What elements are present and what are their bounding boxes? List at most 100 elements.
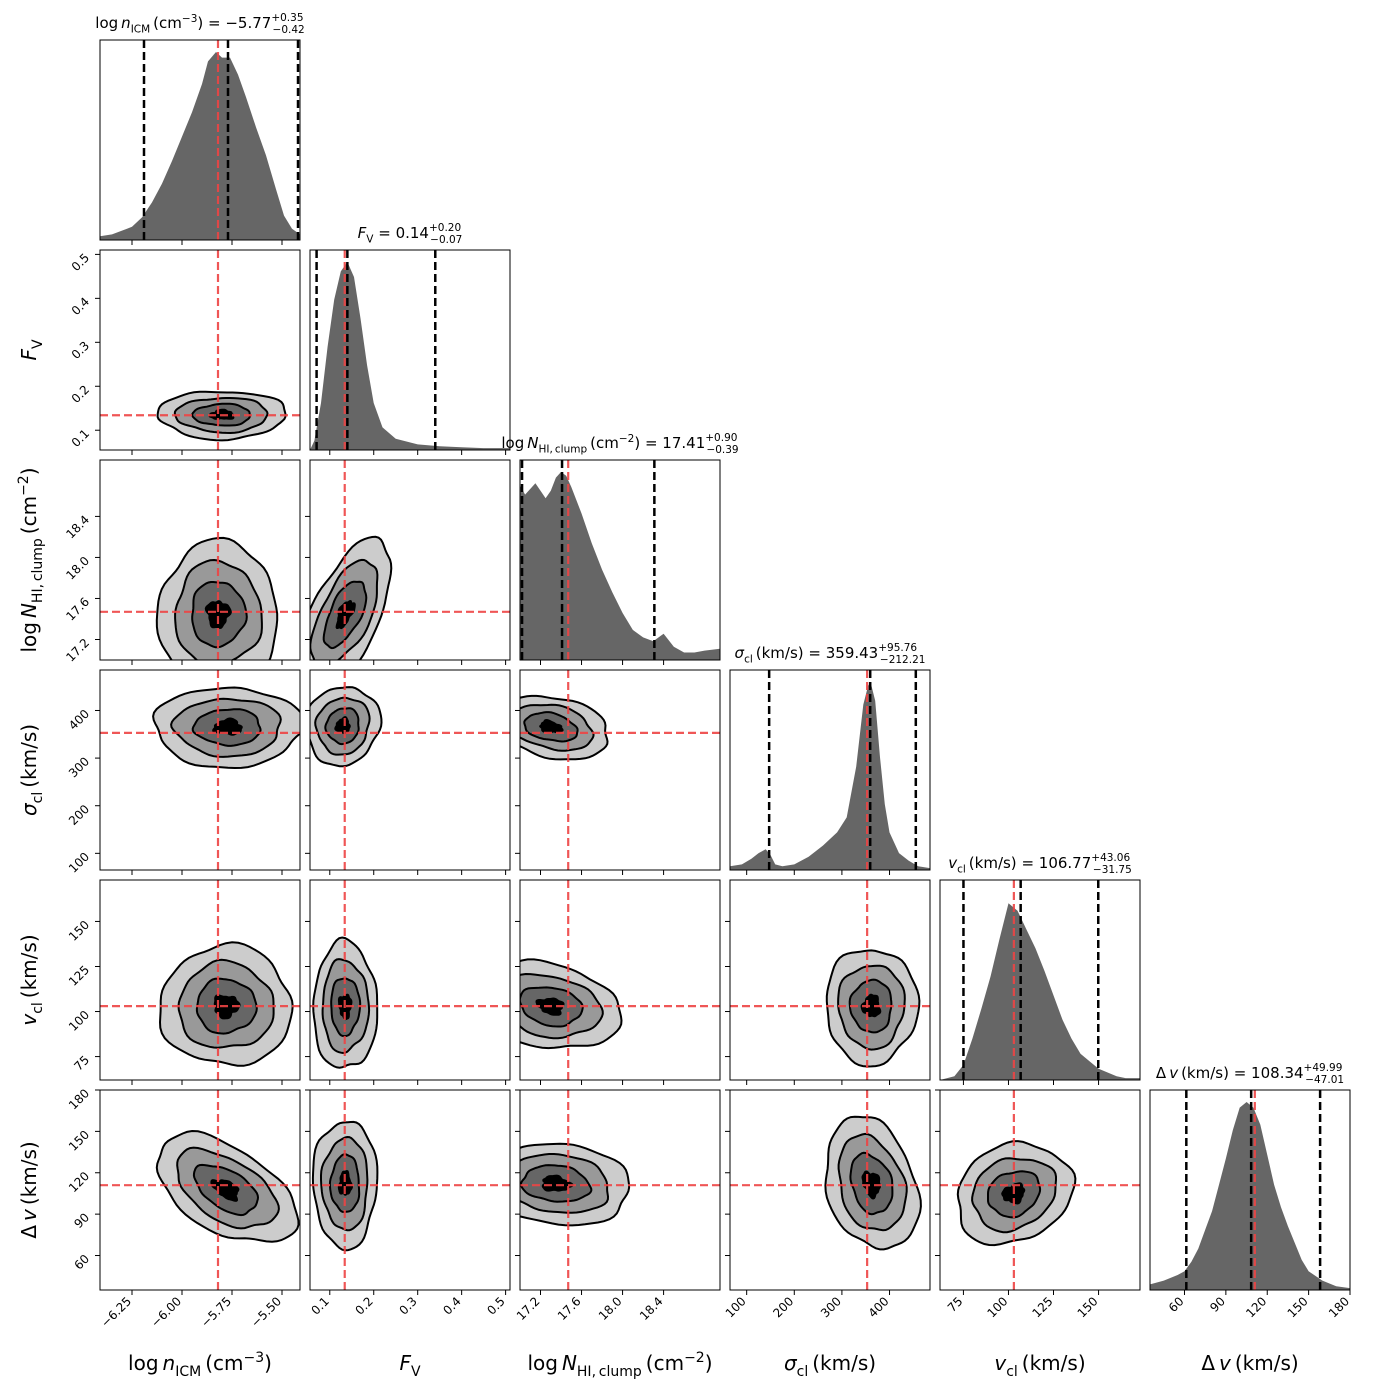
x-axis-label-sigma_cl: σcl (km/s) <box>784 1351 876 1380</box>
x-tick-label: 0.5 <box>484 1294 507 1317</box>
panel-frame <box>99 1089 301 1291</box>
x-tick-label: 120 <box>1243 1294 1269 1320</box>
panel-frame <box>99 459 301 661</box>
panel-frame <box>729 1089 931 1291</box>
histogram-panel-v_cl: vcl (km/s) = 106.77+43.06 −31.75 <box>939 852 1141 1085</box>
y-tick-label: 17.2 <box>63 636 92 665</box>
panel-title-sigma_cl: σcl (km/s) = 359.43+95.76 −212.21 <box>735 642 926 666</box>
x-tick-label: 60 <box>1166 1294 1187 1315</box>
contour-level-4 <box>334 716 351 735</box>
panel-title-lognICM: log nICM (cm−3) = −5.77+0.35 −0.42 <box>95 12 304 36</box>
panel-frame <box>99 879 301 1081</box>
y-tick-label: 75 <box>71 1053 92 1074</box>
x-axis-label-dv: Δ v (km/s) <box>1201 1351 1298 1375</box>
contour-level-4 <box>541 1174 574 1192</box>
x-tick-label: 18.0 <box>596 1294 625 1323</box>
histogram-area <box>520 472 720 660</box>
y-axis-label-FV: FV <box>17 339 46 361</box>
panel-frame <box>99 249 301 451</box>
x-tick-label: 100 <box>984 1294 1010 1320</box>
x-tick-label: 0.2 <box>352 1294 375 1317</box>
panel-frame <box>99 39 301 241</box>
histogram-area <box>1150 1102 1350 1290</box>
contour-panel-FV-vs-lognICM: 0.1 0.2 0.3 0.4 0.5 <box>69 249 301 455</box>
panel-frame <box>519 879 721 1081</box>
histogram-area <box>100 52 300 240</box>
y-tick-label: 100 <box>66 1008 92 1034</box>
panel-frame <box>309 249 511 451</box>
contour-panel-logNHI-vs-lognICM: 17.2 17.6 18.0 18.4 <box>63 459 301 665</box>
histogram-area <box>730 682 930 870</box>
contour-panel-v_cl-vs-logNHI <box>515 879 721 1085</box>
contour-panel-sigma_cl-vs-FV <box>305 669 511 875</box>
panel-title-dv: Δ v (km/s) = 108.34+49.99 −47.01 <box>1156 1062 1344 1086</box>
panel-frame <box>519 669 721 871</box>
x-tick-label: 0.4 <box>440 1294 463 1317</box>
x-tick-label: 18.4 <box>637 1294 666 1323</box>
panel-frame <box>1149 1089 1351 1291</box>
panel-title-FV: FV = 0.14+0.20 −0.07 <box>358 222 463 246</box>
x-axis-label-FV: FV <box>399 1351 421 1380</box>
histogram-panel-sigma_cl: σcl (km/s) = 359.43+95.76 −212.21 <box>729 642 931 875</box>
y-tick-label: 0.2 <box>69 382 92 405</box>
x-tick-label: 180 <box>1326 1294 1352 1320</box>
panel-frame <box>309 879 511 1081</box>
contour-panel-v_cl-vs-sigma_cl <box>725 879 931 1085</box>
y-tick-label: 150 <box>66 918 92 944</box>
contour-panel-dv-vs-logNHI: 17.2 17.6 18.0 18.4 <box>514 1089 721 1323</box>
y-axis-label-v_cl: vcl (km/s) <box>17 934 46 1025</box>
contour-level-4 <box>539 718 564 734</box>
y-tick-label: 18.0 <box>63 554 92 583</box>
contour-level-4 <box>210 1179 240 1202</box>
panel-frame <box>939 879 1141 1081</box>
y-tick-label: 200 <box>66 802 92 828</box>
y-tick-label: 100 <box>66 850 92 876</box>
panel-frame <box>99 669 301 871</box>
y-tick-label: 60 <box>71 1252 92 1273</box>
contour-panel-dv-vs-sigma_cl: 100 200 300 400 <box>723 1089 931 1320</box>
y-tick-label: 17.6 <box>63 595 92 624</box>
x-tick-label: 300 <box>818 1294 844 1320</box>
x-tick-label: 125 <box>1030 1294 1056 1320</box>
x-axis-label-logNHI: log NHI, clump (cm−2) <box>527 1350 712 1380</box>
y-axis-label-dv: Δ v (km/s) <box>17 1141 41 1238</box>
y-tick-label: 0.1 <box>69 426 92 449</box>
x-tick-label: −6.25 <box>98 1294 134 1330</box>
panel-frame <box>309 1089 511 1291</box>
panel-frame <box>309 459 511 661</box>
y-tick-label: 0.3 <box>69 339 92 362</box>
histogram-area <box>310 262 510 450</box>
x-tick-label: 17.6 <box>555 1294 584 1323</box>
y-tick-label: 180 <box>66 1086 92 1112</box>
panel-frame <box>519 459 721 661</box>
x-tick-label: 75 <box>945 1294 966 1315</box>
contour-panel-dv-vs-lognICM: −6.25 −6.00 −5.75 −5.50 60 90 120 150 180 <box>66 1086 301 1330</box>
contour-panel-dv-vs-v_cl: 75 100 125 150 <box>935 1089 1141 1320</box>
contour-level-4 <box>204 600 232 630</box>
y-axis-label-sigma_cl: σcl (km/s) <box>17 724 46 816</box>
contour-panel-sigma_cl-vs-lognICM: 100 200 300 400 <box>66 669 301 876</box>
histogram-panel-dv: Δ v (km/s) = 108.34+49.99 −47.01 60 90 120 15… <box>1149 1062 1352 1320</box>
y-tick-label: 90 <box>71 1210 92 1231</box>
x-tick-label: 90 <box>1207 1294 1228 1315</box>
histogram-panel-logNHI: log NHI, clump (cm−2) = 17.41+0.90 −0.39 <box>501 432 739 665</box>
y-axis-label-logNHI: log NHI, clump (cm−2) <box>16 467 46 652</box>
x-tick-label: 100 <box>723 1294 749 1320</box>
x-tick-label: 150 <box>1075 1294 1101 1320</box>
histogram-panel-FV: FV = 0.14+0.20 −0.07 <box>309 222 511 455</box>
panel-title-logNHI: log NHI, clump (cm−2) = 17.41+0.90 −0.39 <box>501 432 738 456</box>
contour-panel-v_cl-vs-lognICM: 75 100 125 150 <box>66 879 301 1085</box>
y-tick-label: 300 <box>66 754 92 780</box>
contour-panel-logNHI-vs-FV <box>305 459 511 665</box>
x-tick-label: 150 <box>1285 1294 1311 1320</box>
panel-frame <box>729 669 931 871</box>
x-tick-label: 0.1 <box>309 1294 332 1317</box>
contour-level-4 <box>337 1169 354 1196</box>
x-axis-label-lognICM: log nICM (cm−3) <box>128 1350 272 1380</box>
panel-frame <box>939 1089 1141 1291</box>
contour-panel-dv-vs-FV: 0.1 0.2 0.3 0.4 0.5 <box>305 1089 511 1318</box>
x-tick-label: 17.2 <box>514 1294 543 1323</box>
x-tick-label: −5.75 <box>198 1294 234 1330</box>
x-tick-label: 400 <box>866 1294 892 1320</box>
